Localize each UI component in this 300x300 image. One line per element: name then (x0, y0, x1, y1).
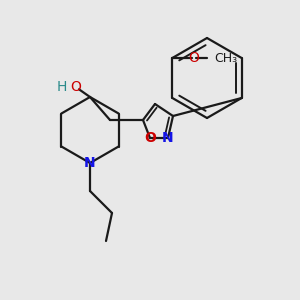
Text: O: O (70, 80, 81, 94)
Text: N: N (84, 156, 96, 170)
Text: CH₃: CH₃ (214, 52, 238, 64)
Text: N: N (162, 131, 174, 145)
Text: H: H (56, 80, 67, 94)
Text: O: O (188, 51, 199, 65)
Text: O: O (144, 131, 156, 145)
